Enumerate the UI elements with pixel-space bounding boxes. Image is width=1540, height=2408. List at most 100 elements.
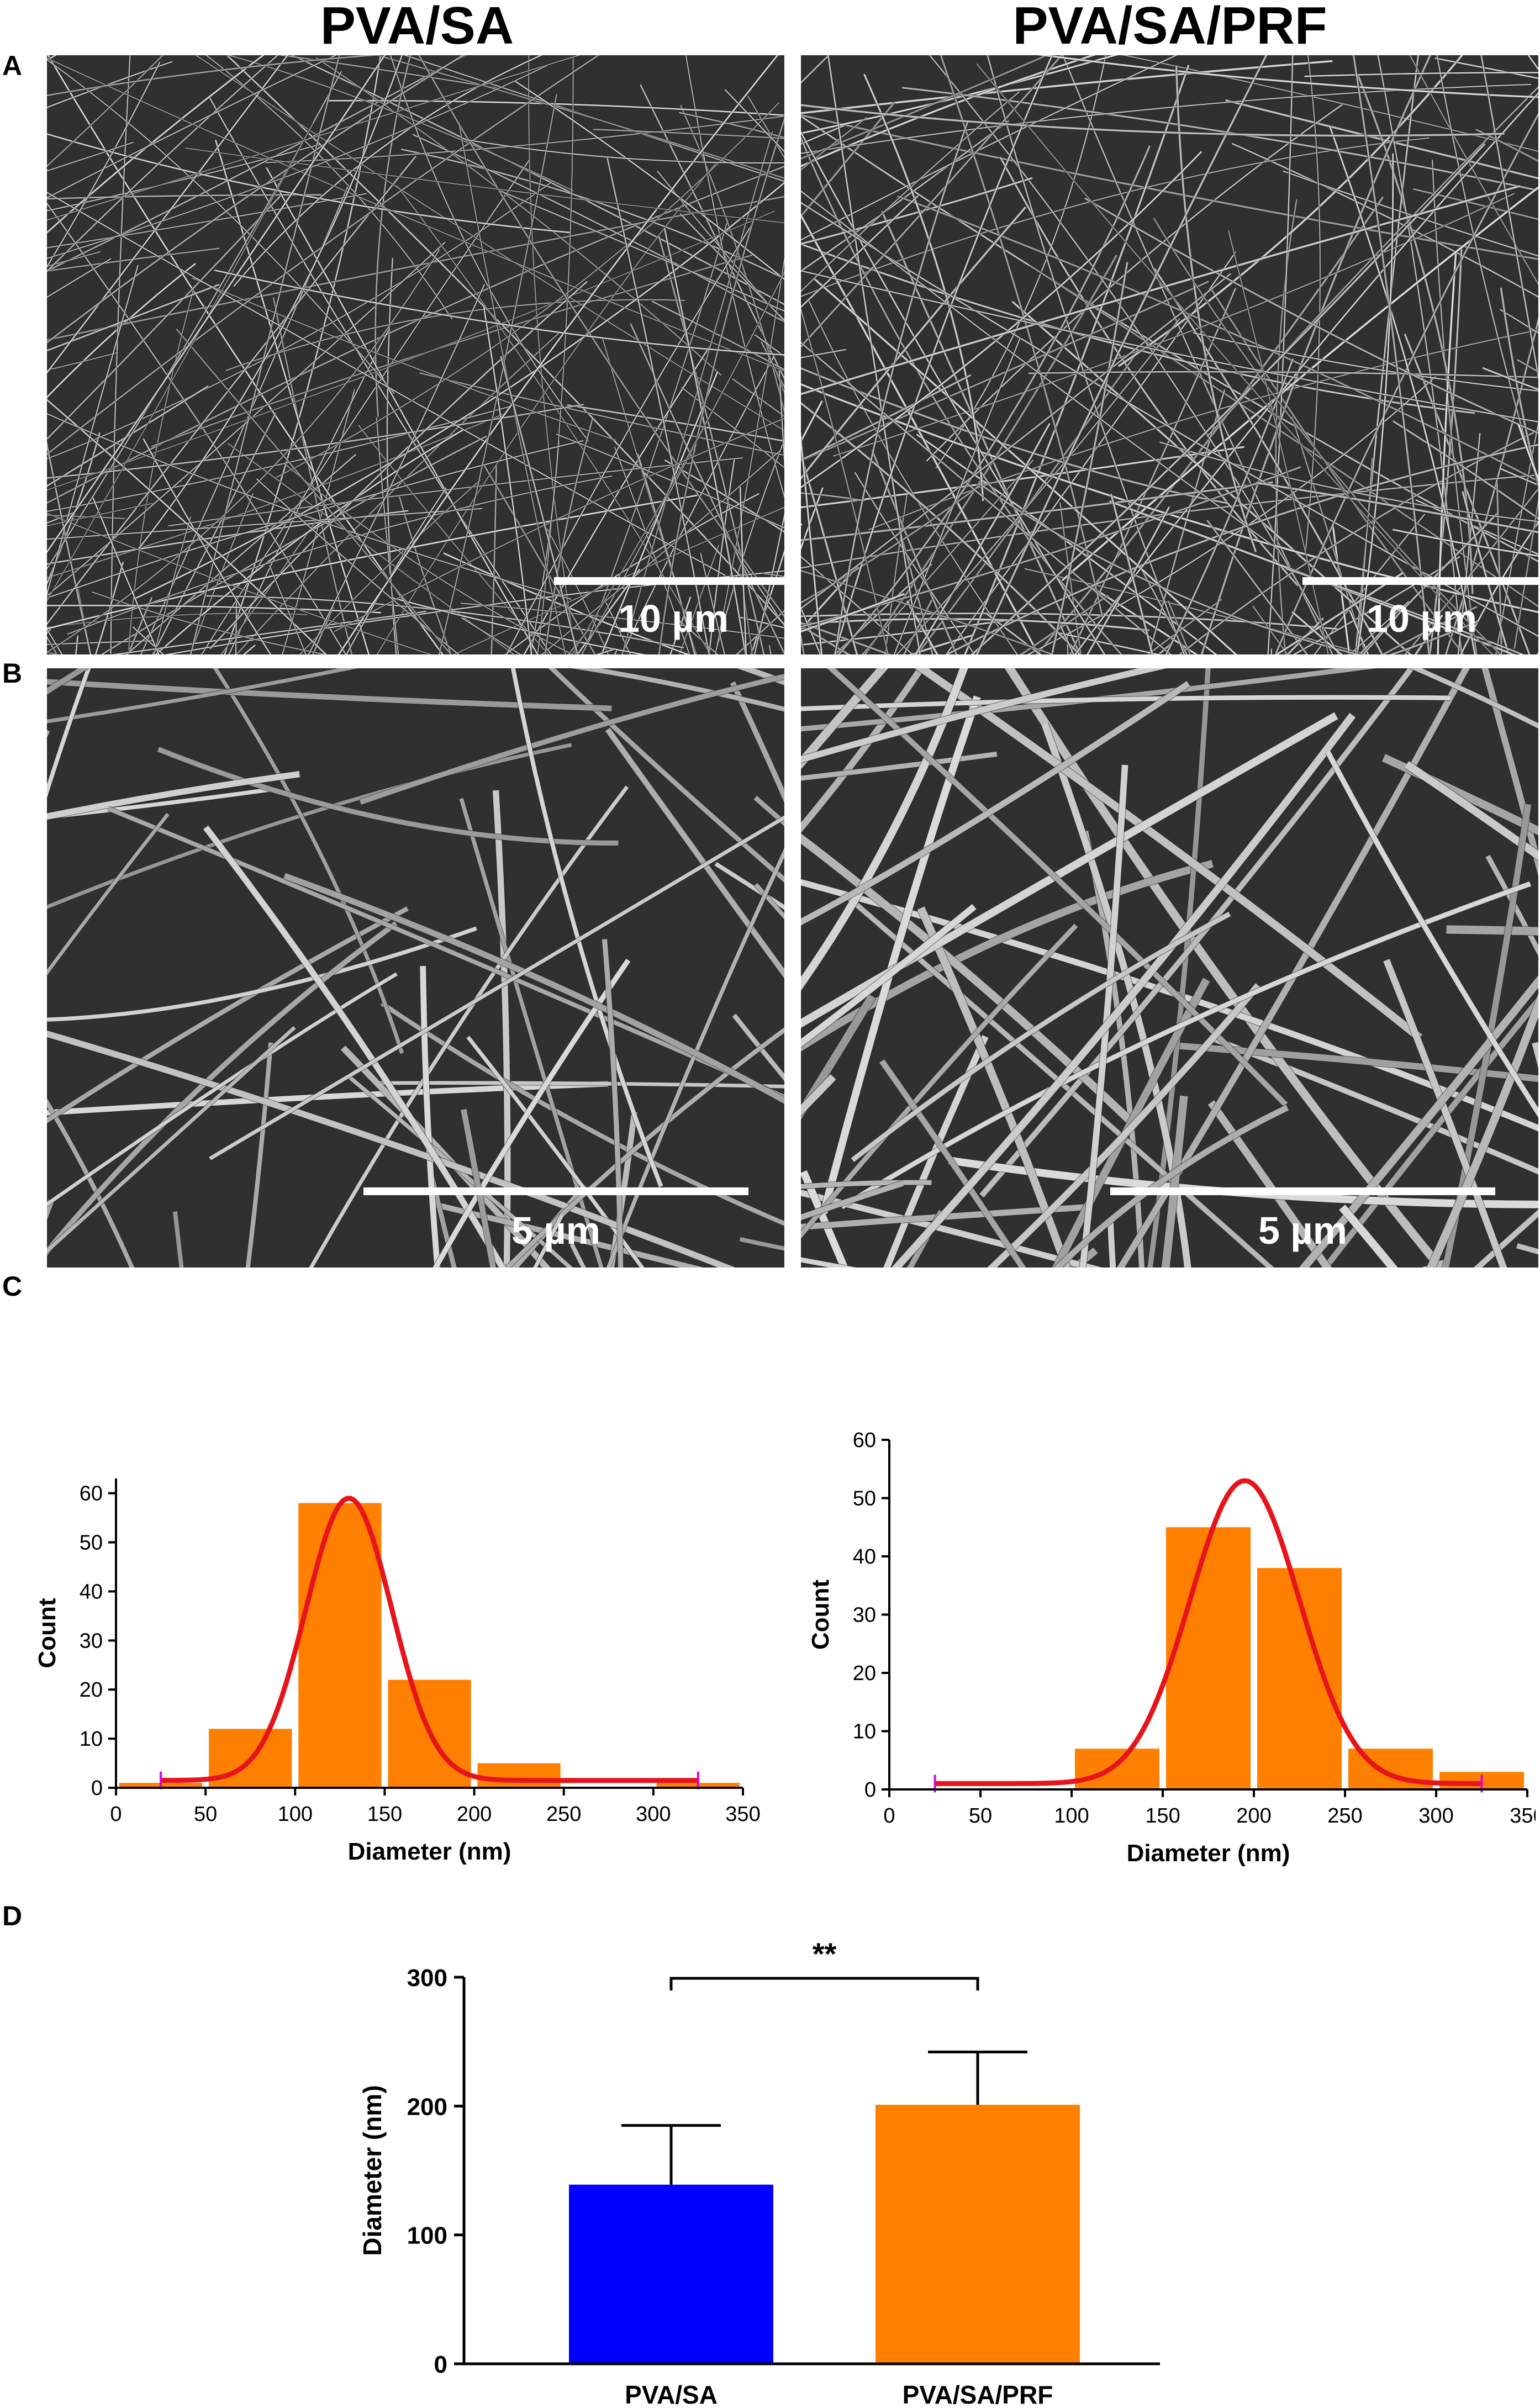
- fiber: [47, 61, 161, 268]
- x-tick-label: 250: [1327, 1804, 1362, 1828]
- gaussian-fit-curve: [935, 1478, 1482, 1786]
- fiber: [1325, 751, 1538, 1118]
- fiber: [47, 404, 584, 479]
- fiber: [801, 55, 1178, 241]
- x-tick-label: 0: [883, 1804, 895, 1828]
- fiber: [840, 881, 1532, 1210]
- fiber: [621, 355, 775, 654]
- fiber: [1404, 487, 1538, 654]
- fiber: [975, 55, 1268, 654]
- fiber: [827, 668, 1288, 1107]
- histogram-pva-sa-prf: 0 50 100 150 200 250 300 350 0 10 20 30 40 50 60 Diamet…: [807, 1429, 1536, 1867]
- fiber: [1074, 92, 1538, 654]
- y-tick-label: 0: [864, 1778, 876, 1802]
- fiber: [1282, 170, 1538, 257]
- fiber: [523, 342, 713, 654]
- fiber: [801, 492, 865, 502]
- fiber: [801, 695, 1451, 711]
- fiber: [483, 305, 532, 654]
- panel-label-d: D: [2, 1900, 23, 1931]
- fiber: [556, 434, 784, 529]
- fiber: [715, 256, 784, 654]
- fiber: [1053, 1105, 1289, 1268]
- fiber: [47, 55, 164, 167]
- x-tick-label: 250: [546, 1803, 581, 1826]
- fiber: [1206, 520, 1308, 654]
- fiber: [801, 270, 1538, 423]
- fiber: [1084, 197, 1538, 434]
- fiber: [137, 55, 403, 551]
- fiber: [233, 55, 543, 287]
- x-tick-label: 300: [1418, 1804, 1453, 1828]
- fiber: [47, 413, 572, 600]
- fiber: [47, 55, 337, 199]
- fiber: [1028, 371, 1538, 378]
- y-tick-label: 40: [80, 1580, 103, 1603]
- fiber: [637, 453, 696, 654]
- fiber: [678, 112, 784, 139]
- diameter-bar-chart: PVA/SA PVA/SA/PRF 0 100 200 300 Diameter (nm) *…: [358, 1936, 1160, 2408]
- fiber: [47, 440, 584, 599]
- category-label: PVA/SA: [625, 2380, 718, 2408]
- fiber: [863, 73, 984, 501]
- fiber: [266, 167, 539, 654]
- fiber: [283, 873, 784, 1104]
- fiber: [651, 300, 784, 371]
- fiber: [1175, 65, 1257, 553]
- fiber: [209, 815, 784, 1160]
- fiber: [1381, 606, 1478, 654]
- fiber: [1069, 287, 1237, 654]
- fiber: [47, 59, 395, 394]
- fiber: [47, 612, 307, 628]
- fiber: [1209, 1034, 1538, 1175]
- fiber: [1079, 764, 1128, 1268]
- fiber: [1165, 358, 1294, 654]
- fiber: [337, 55, 779, 654]
- fiber: [308, 284, 486, 654]
- fiber: [801, 593, 905, 633]
- x-tick-label: 350: [725, 1803, 760, 1826]
- fiber: [630, 323, 784, 654]
- fiber: [195, 55, 784, 431]
- fiber: [801, 281, 1209, 462]
- fiber: [47, 668, 358, 724]
- fiber: [801, 341, 1172, 654]
- sem-image-pva-sa-prf-high-mag: 5 µm: [801, 668, 1538, 1268]
- y-tick-label: 20: [80, 1678, 103, 1702]
- fiber: [143, 438, 272, 654]
- fiber: [380, 1001, 784, 1226]
- fiber: [801, 307, 889, 654]
- fiber: [47, 406, 510, 512]
- fiber: [47, 258, 112, 298]
- x-tick-label: 350: [1510, 1804, 1536, 1828]
- fiber: [1121, 55, 1538, 152]
- fiber: [914, 668, 1422, 1041]
- x-tick-label: 200: [1236, 1804, 1271, 1828]
- fiber: [47, 926, 477, 1022]
- scale-bar: [1302, 577, 1538, 585]
- fiber: [1293, 556, 1460, 654]
- fiber: [47, 144, 321, 212]
- histogram-bar: [1166, 1527, 1251, 1789]
- fiber: [47, 193, 367, 249]
- fiber: [546, 528, 609, 654]
- fiber: [978, 482, 1362, 654]
- fiber: [871, 450, 958, 654]
- fiber: [801, 402, 1081, 654]
- fiber: [47, 743, 572, 910]
- fiber: [47, 1081, 609, 1116]
- fiber: [1392, 529, 1538, 557]
- fiber: [47, 122, 314, 602]
- fiber: [419, 372, 784, 456]
- y-tick-label: 0: [91, 1777, 103, 1800]
- fiber: [801, 367, 1228, 504]
- fiber: [1383, 959, 1507, 1268]
- fiber: [801, 619, 1013, 646]
- fiber: [801, 1180, 932, 1189]
- fiber: [1473, 1209, 1538, 1268]
- fiber: [801, 55, 1063, 348]
- fiber: [1409, 668, 1538, 729]
- fiber: [801, 383, 1538, 614]
- fiber: [125, 453, 357, 654]
- x-axis-label: Diameter (nm): [1127, 1840, 1290, 1867]
